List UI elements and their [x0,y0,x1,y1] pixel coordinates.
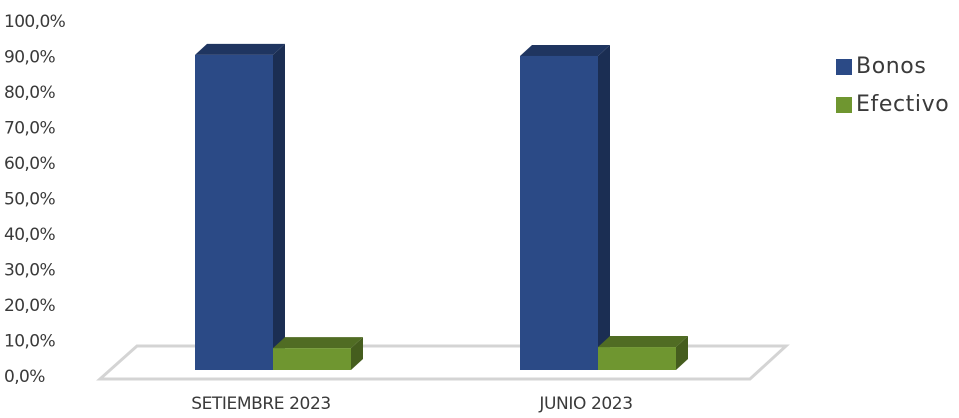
y-tick-label: 50,0% [4,190,55,210]
y-tick-label: 10,0% [4,332,55,352]
bar-top-face [520,44,610,56]
x-category-label: JUNIO 2023 [538,394,632,414]
bar-top-face [195,43,285,55]
bar-side-face [598,44,610,370]
legend-swatch [836,59,852,75]
legend-label: Bonos [856,54,926,79]
bar-front-face [195,54,273,370]
bar-front-face [520,55,598,370]
bar-front-face [273,348,351,370]
bar-efectivo-2 [598,336,688,370]
bar-top-face [598,336,688,348]
y-tick-label: 60,0% [4,154,55,174]
legend-swatch [836,97,852,113]
bar-side-face [273,43,285,370]
bar-bonos-2 [520,44,610,370]
y-tick-label: 40,0% [4,225,55,245]
y-tick-label: 90,0% [4,48,55,68]
bar-side-face [676,336,688,370]
legend-item-bonos: Bonos [836,54,926,79]
bar-top-face [273,337,363,349]
y-tick-label: 80,0% [4,83,55,103]
y-tick-label: 0,0% [4,367,45,387]
bar-front-face [598,347,676,370]
y-tick-label: 20,0% [4,296,55,316]
y-tick-label: 70,0% [4,119,55,139]
bar-efectivo-1 [273,337,363,370]
y-tick-label: 100,0% [4,12,66,32]
bar-side-face [351,337,363,370]
legend-label: Efectivo [856,92,949,117]
y-tick-label: 30,0% [4,261,55,281]
legend-item-efectivo: Efectivo [836,92,949,117]
x-category-label: SETIEMBRE 2023 [191,394,331,414]
bar-bonos-1 [195,43,285,370]
